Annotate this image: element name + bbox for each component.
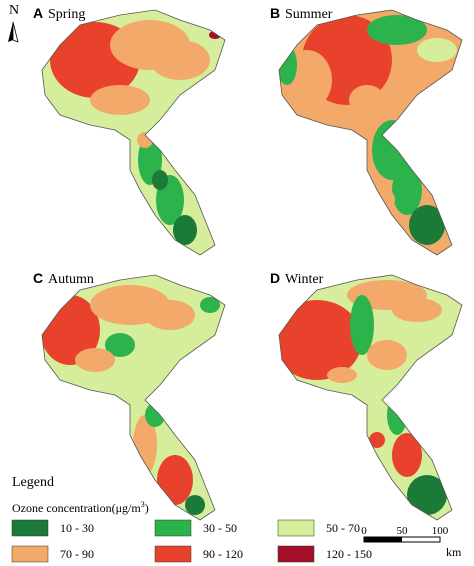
north-label: N	[9, 3, 19, 18]
panel-season: Winter	[285, 272, 324, 287]
legend-label: 120 - 150	[326, 547, 372, 561]
map-panel: A Spring	[33, 5, 226, 256]
map-zone	[392, 298, 442, 322]
map-zone	[157, 455, 193, 505]
map-zone	[350, 295, 374, 355]
map-zone	[367, 15, 427, 45]
map-panel: B Summer	[270, 5, 463, 256]
legend-swatch	[154, 545, 192, 563]
map-zone	[200, 297, 220, 313]
map-zone	[105, 333, 135, 357]
subtitle-sup: 3	[141, 500, 145, 509]
map-zone	[145, 403, 165, 427]
panel-season: Summer	[285, 7, 333, 22]
panel-letter: B	[270, 5, 280, 21]
map-zone	[150, 40, 210, 80]
scale-label: 100	[432, 525, 449, 537]
legend-swatch	[154, 519, 192, 537]
map-zone	[152, 170, 168, 190]
subtitle-text: Ozone concentration(μg/m	[12, 501, 141, 515]
subtitle-end: )	[145, 501, 149, 515]
scale-label: 0	[361, 525, 367, 537]
map-zone	[145, 300, 195, 330]
scale-unit: km	[446, 545, 462, 559]
legend-title: Legend	[12, 475, 54, 490]
map-zone	[173, 215, 197, 245]
legend-label: 70 - 90	[60, 547, 94, 561]
map-zone	[392, 165, 422, 215]
legend-swatch	[277, 519, 315, 537]
map-zone	[407, 475, 447, 515]
map-panel: D Winter	[270, 270, 463, 521]
panel-season: Autumn	[48, 272, 94, 287]
panel-letter: A	[33, 5, 43, 21]
map-zone	[392, 433, 422, 477]
map-zone	[327, 367, 357, 383]
legend-label: 90 - 120	[203, 547, 243, 561]
map-zone	[409, 205, 445, 245]
map-zone	[349, 85, 385, 115]
map-zone	[367, 340, 407, 370]
legend-swatch	[11, 519, 49, 537]
scale-bar	[363, 536, 441, 543]
legend-label: 50 - 70	[326, 521, 360, 535]
map-zone	[279, 300, 362, 380]
legend-swatch	[11, 545, 49, 563]
legend-subtitle: Ozone concentration(μg/m3)	[12, 500, 149, 515]
legend-swatch	[277, 545, 315, 563]
map-panel: C Autumn	[33, 270, 226, 521]
map-zone	[369, 432, 385, 448]
map-zone	[137, 132, 153, 148]
legend-label: 10 - 30	[60, 521, 94, 535]
map-zone	[90, 85, 150, 115]
panel-letter: C	[33, 270, 43, 286]
compass: N	[8, 3, 19, 43]
map-zone	[209, 31, 221, 39]
map-zone	[427, 120, 447, 160]
map-zone	[75, 348, 115, 372]
panel-letter: D	[270, 270, 280, 286]
scale-label: 50	[397, 525, 409, 537]
panel-season: Spring	[48, 7, 85, 22]
legend-label: 30 - 50	[203, 521, 237, 535]
map-zone	[185, 495, 205, 515]
map-zone	[417, 38, 457, 62]
